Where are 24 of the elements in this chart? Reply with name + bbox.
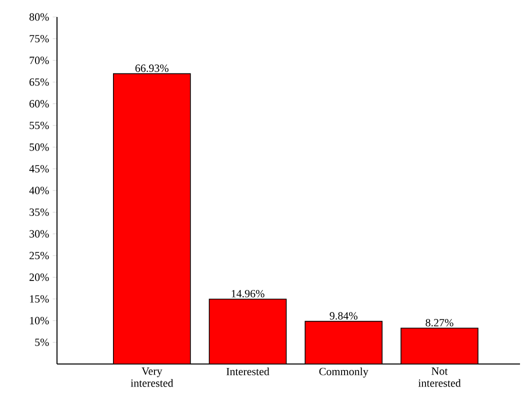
- data-label: 9.84%: [330, 312, 358, 320]
- x-tick-label: Very interested: [130, 368, 174, 387]
- y-tick-label: 25%: [30, 252, 49, 260]
- y-tick-label: 10%: [30, 316, 49, 324]
- y-tick-label: 80%: [29, 13, 49, 21]
- y-tick-label: 30%: [30, 230, 49, 238]
- y-tick-label: 20%: [30, 274, 49, 281]
- y-tick-label: 75%: [30, 34, 49, 42]
- y-tick-label: 50%: [30, 143, 49, 151]
- y-tick-label: 35%: [30, 208, 49, 216]
- x-tick-label: Commonly: [319, 368, 368, 378]
- y-tick-label: 65%: [30, 78, 49, 86]
- y-tick-label: 55%: [30, 122, 49, 130]
- data-label: 8.27%: [426, 318, 454, 326]
- y-tick-label: 60%: [30, 100, 49, 108]
- y-tick-label: 40%: [29, 186, 49, 194]
- y-tick-label: 70%: [30, 56, 49, 64]
- data-label: 66.93%: [135, 64, 168, 72]
- x-tick-label: Interested: [226, 368, 270, 376]
- x-tick-label: Not interested: [418, 368, 461, 387]
- y-tick-label: 5%: [35, 338, 49, 346]
- y-tick-label: 15%: [30, 295, 49, 303]
- data-label: 14.96%: [232, 290, 264, 298]
- y-tick-label: 45%: [29, 165, 49, 173]
